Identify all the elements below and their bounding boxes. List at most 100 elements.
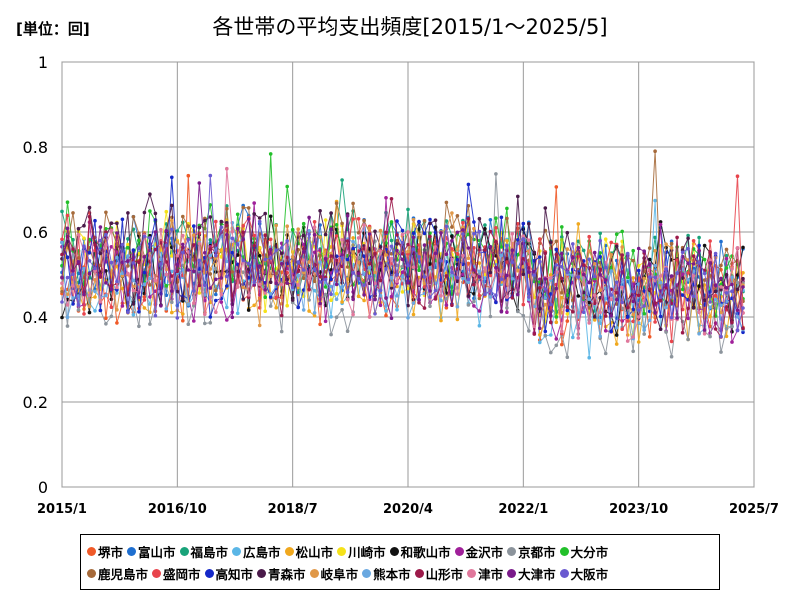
- data-point: [724, 273, 729, 277]
- legend-label: 広島市: [243, 544, 281, 560]
- data-point: [252, 283, 256, 287]
- data-point: [560, 265, 564, 269]
- data-point: [554, 263, 559, 267]
- data-point: [120, 304, 125, 308]
- data-point: [104, 293, 108, 298]
- data-point: [87, 310, 92, 315]
- data-point: [153, 278, 158, 283]
- data-point: [554, 286, 559, 291]
- data-point: [444, 303, 449, 307]
- data-point: [516, 222, 520, 226]
- legend-label: 熊本市: [373, 566, 411, 582]
- data-point: [428, 304, 432, 309]
- data-point: [477, 275, 482, 279]
- data-point: [686, 233, 690, 238]
- data-point: [65, 324, 70, 328]
- data-point: [65, 303, 70, 307]
- data-point: [439, 268, 443, 272]
- data-point: [82, 236, 86, 241]
- data-point: [625, 339, 630, 343]
- data-point: [686, 261, 690, 266]
- data-point: [724, 266, 729, 270]
- data-point: [494, 300, 498, 305]
- data-point: [120, 242, 125, 247]
- data-point: [378, 261, 383, 266]
- data-point: [549, 350, 553, 355]
- data-point: [356, 294, 361, 299]
- data-point: [505, 310, 509, 315]
- data-point: [389, 286, 394, 290]
- data-point: [109, 245, 114, 249]
- data-point: [686, 246, 690, 251]
- data-point: [680, 319, 685, 324]
- data-point: [60, 281, 64, 286]
- data-point: [120, 274, 125, 278]
- data-point: [268, 304, 273, 308]
- data-point: [603, 237, 608, 241]
- data-point: [208, 247, 213, 251]
- data-point: [543, 251, 548, 256]
- data-point: [230, 236, 235, 241]
- data-point: [208, 253, 213, 258]
- data-point: [384, 230, 388, 235]
- data-point: [587, 280, 591, 285]
- data-point: [461, 253, 465, 258]
- data-point: [642, 249, 646, 253]
- data-point: [395, 272, 399, 277]
- data-point: [71, 247, 75, 251]
- data-point: [214, 219, 218, 224]
- legend-marker: [284, 546, 294, 556]
- data-point: [98, 225, 103, 229]
- data-point: [719, 287, 723, 292]
- data-point: [384, 296, 388, 300]
- data-point: [367, 265, 372, 270]
- data-point: [214, 310, 218, 315]
- data-point: [290, 298, 295, 302]
- data-point: [636, 308, 641, 312]
- data-point: [477, 216, 482, 221]
- data-point: [296, 227, 301, 231]
- data-point: [708, 250, 712, 254]
- data-point: [565, 305, 570, 310]
- data-point: [241, 270, 245, 275]
- data-point: [257, 264, 262, 268]
- legend-item: 大阪市: [559, 564, 608, 582]
- data-point: [614, 244, 619, 249]
- y-tick-label: 0.8: [23, 138, 48, 157]
- data-point: [219, 255, 224, 259]
- data-point: [104, 322, 108, 326]
- data-point: [455, 230, 460, 235]
- data-point: [735, 308, 740, 313]
- data-point: [400, 240, 405, 245]
- data-point: [219, 292, 224, 297]
- data-point: [312, 314, 317, 318]
- legend-item: 京都市: [507, 542, 556, 560]
- data-point: [351, 217, 355, 221]
- data-point: [592, 318, 597, 322]
- data-point: [307, 276, 311, 281]
- data-point: [296, 269, 301, 274]
- data-point: [653, 311, 657, 315]
- data-point: [373, 252, 377, 256]
- data-point: [708, 300, 712, 304]
- data-point: [60, 289, 64, 294]
- data-point: [312, 233, 317, 237]
- data-point: [428, 217, 432, 222]
- data-point: [181, 242, 185, 247]
- data-point: [719, 350, 723, 354]
- data-point: [488, 244, 493, 249]
- data-point: [686, 271, 690, 275]
- data-point: [499, 309, 504, 314]
- x-tick-label: 2022/1: [498, 502, 548, 517]
- legend-row-1: 堺市 富山市 福島市 広島市 松山市 川崎市 和歌山市 金沢市 京都市 大分市: [87, 542, 612, 560]
- data-point: [137, 295, 141, 300]
- data-point: [373, 229, 377, 234]
- data-point: [65, 275, 70, 280]
- data-point: [587, 297, 591, 301]
- data-point: [285, 239, 290, 243]
- data-point: [505, 295, 509, 299]
- data-point: [362, 218, 366, 223]
- legend-label: 大津市: [518, 566, 556, 582]
- data-point: [340, 221, 344, 226]
- data-point: [82, 292, 86, 297]
